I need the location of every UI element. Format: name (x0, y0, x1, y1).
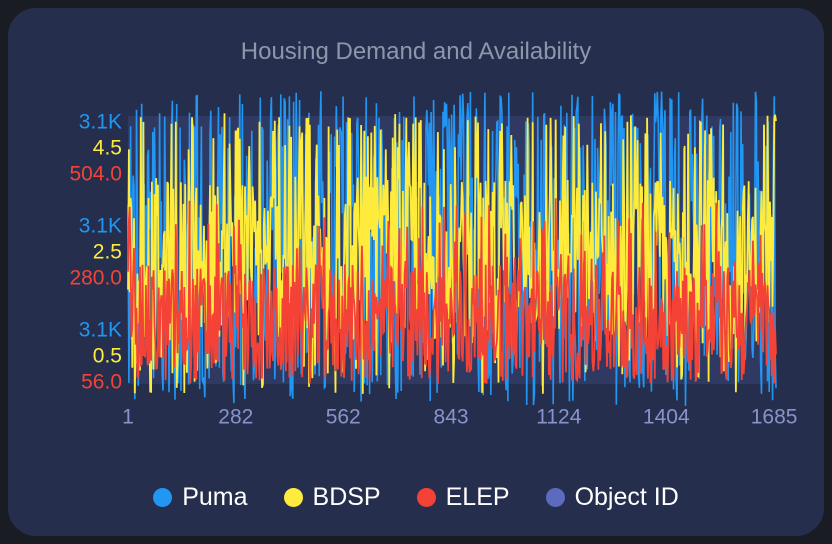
legend-swatch (545, 487, 565, 507)
y-tick-label-elep: 56.0 (81, 371, 122, 394)
legend-label: Puma (182, 483, 248, 511)
y-tick-label-bdsp: 4.5 (93, 137, 122, 160)
y-tick-label-elep: 504.0 (69, 163, 122, 186)
y-tick-label-elep: 280.0 (69, 267, 122, 290)
legend-label: BDSP (312, 483, 381, 511)
legend-swatch (153, 487, 173, 507)
y-tick-label-bdsp: 0.5 (93, 345, 122, 368)
legend-item-elep[interactable]: ELEP (416, 482, 510, 512)
x-tick-label: 1404 (643, 406, 690, 429)
series-elep-line (127, 198, 777, 384)
legend-label: Object ID (574, 483, 679, 511)
chart-card: Housing Demand and Availability 3.1K 3.1K… (8, 8, 824, 536)
legend-swatch (416, 487, 436, 507)
legend-item-puma[interactable]: Puma (153, 482, 248, 512)
x-tick-label: 1124 (536, 406, 581, 429)
y-tick-label-puma: 3.1K (79, 319, 122, 342)
x-tick-label: 1 (122, 406, 134, 429)
chart-legend: Puma BDSP ELEP Object ID (8, 482, 824, 512)
legend-item-object-id[interactable]: Object ID (545, 482, 679, 512)
y-tick-label-bdsp: 2.5 (93, 241, 122, 264)
x-tick-label: 1685 (751, 406, 798, 429)
line-chart: 3.1K 3.1K 3.1K 4.5 2.5 0.5 504.0 280.0 56.01 282 5… (69, 91, 798, 429)
legend-label: ELEP (445, 483, 510, 511)
legend-swatch (283, 487, 303, 507)
y-tick-label-puma: 3.1K (79, 215, 122, 238)
y-tick-label-puma: 3.1K (79, 111, 122, 134)
x-tick-label: 562 (326, 406, 361, 429)
chart-title: Housing Demand and Availability (240, 38, 592, 65)
legend-item-bdsp[interactable]: BDSP (283, 482, 381, 512)
x-tick-label: 282 (218, 406, 253, 429)
x-tick-label: 843 (434, 406, 469, 429)
